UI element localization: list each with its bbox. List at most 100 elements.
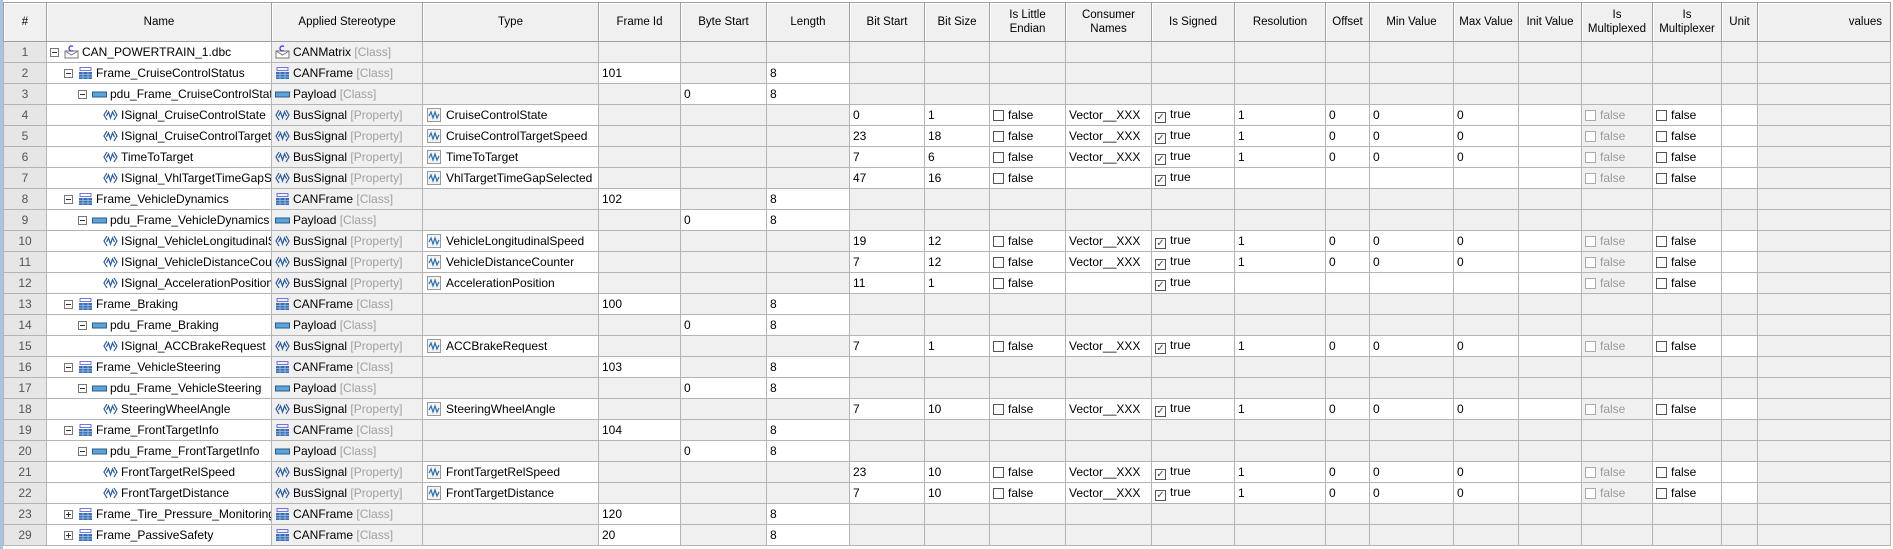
min-cell[interactable]: 0 — [1369, 398, 1454, 420]
multiplexer-cell[interactable]: false — [1652, 398, 1722, 420]
little-endian-cell[interactable]: false — [989, 104, 1066, 126]
max-cell[interactable]: 0 — [1453, 104, 1519, 126]
signed-cell[interactable]: ✓ true — [1151, 167, 1235, 189]
type-cell[interactable]: FrontTargetRelSpeed — [422, 461, 599, 483]
offset-cell[interactable]: 0 — [1325, 398, 1370, 420]
min-cell[interactable]: 0 — [1369, 251, 1454, 273]
bit-size-cell[interactable]: 1 — [924, 335, 990, 357]
frame-id-cell[interactable]: 104 — [598, 419, 681, 441]
name-cell[interactable]: Frame_PassiveSafety — [46, 524, 272, 546]
bit-start-cell[interactable]: 0 — [849, 104, 925, 126]
collapse-icon[interactable] — [64, 425, 73, 435]
init-cell[interactable] — [1518, 461, 1582, 483]
resolution-cell[interactable]: 1 — [1234, 335, 1326, 357]
bit-start-cell[interactable]: 19 — [849, 230, 925, 252]
consumer-cell[interactable]: Vector__XXX — [1065, 398, 1152, 420]
type-cell[interactable]: CruiseControlState — [422, 104, 599, 126]
name-cell[interactable]: FrontTargetDistance — [46, 482, 272, 504]
checkbox[interactable] — [1656, 488, 1667, 499]
consumer-cell[interactable]: Vector__XXX — [1065, 104, 1152, 126]
name-cell[interactable]: ISignal_CruiseControlTargetSpeed — [46, 125, 272, 147]
unit-cell[interactable] — [1721, 104, 1758, 126]
consumer-cell[interactable]: Vector__XXX — [1065, 251, 1152, 273]
init-cell[interactable] — [1518, 251, 1582, 273]
min-cell[interactable]: 0 — [1369, 230, 1454, 252]
table-row[interactable]: 6 TimeToTarget BusSignal [Property] TimeToT… — [3, 146, 1891, 168]
frame-id-cell[interactable]: 103 — [598, 356, 681, 378]
table-row[interactable]: 19 Frame_FrontTargetInfo CANFrame [Class] 1… — [3, 419, 1891, 441]
bit-size-cell[interactable]: 1 — [924, 104, 990, 126]
offset-cell[interactable] — [1325, 167, 1370, 189]
length-cell[interactable]: 8 — [766, 293, 850, 315]
consumer-cell[interactable] — [1065, 167, 1152, 189]
multiplexer-cell[interactable]: false — [1652, 482, 1722, 504]
signed-cell[interactable]: ✓ true — [1151, 335, 1235, 357]
resolution-cell[interactable]: 1 — [1234, 146, 1326, 168]
collapse-icon[interactable] — [78, 215, 87, 225]
max-cell[interactable] — [1453, 167, 1519, 189]
name-cell[interactable]: CAN_POWERTRAIN_1.dbc — [46, 41, 272, 63]
max-cell[interactable]: 0 — [1453, 125, 1519, 147]
collapse-icon[interactable] — [50, 47, 59, 57]
name-cell[interactable]: pdu_Frame_CruiseControlStatus — [46, 83, 272, 105]
table-row[interactable]: 11ISignal_VehicleDistanceCounterBusSigna… — [3, 251, 1891, 273]
table-row[interactable]: 29 Frame_PassiveSafety CANFrame [Class] 20 8 — [3, 524, 1891, 546]
init-cell[interactable] — [1518, 398, 1582, 420]
column-header-byte-start[interactable]: Byte Start — [680, 2, 767, 42]
name-cell[interactable]: pdu_Frame_VehicleSteering — [46, 377, 272, 399]
name-cell[interactable]: ISignal_ACCBrakeRequest — [46, 335, 272, 357]
column-header-values[interactable]: values — [1757, 2, 1891, 42]
type-cell[interactable]: SteeringWheelAngle — [422, 398, 599, 420]
signed-cell[interactable]: ✓ true — [1151, 146, 1235, 168]
collapse-icon[interactable] — [78, 320, 87, 330]
length-cell[interactable]: 8 — [766, 62, 850, 84]
bit-size-cell[interactable]: 12 — [924, 230, 990, 252]
bit-size-cell[interactable]: 10 — [924, 482, 990, 504]
min-cell[interactable]: 0 — [1369, 125, 1454, 147]
min-cell[interactable]: 0 — [1369, 461, 1454, 483]
table-row[interactable]: 10ISignal_VehicleLongitudinalSpeedBusSig… — [3, 230, 1891, 252]
max-cell[interactable]: 0 — [1453, 230, 1519, 252]
consumer-cell[interactable] — [1065, 272, 1152, 294]
table-row[interactable]: 3 pdu_Frame_CruiseControlStatus Payload [C… — [3, 83, 1891, 105]
collapse-icon[interactable] — [64, 68, 73, 78]
byte-start-cell[interactable]: 0 — [680, 83, 767, 105]
init-cell[interactable] — [1518, 146, 1582, 168]
table-row[interactable]: 18 SteeringWheelAngle BusSignal [Property]… — [3, 398, 1891, 420]
consumer-cell[interactable]: Vector__XXX — [1065, 230, 1152, 252]
bit-start-cell[interactable]: 23 — [849, 125, 925, 147]
bit-size-cell[interactable]: 6 — [924, 146, 990, 168]
offset-cell[interactable]: 0 — [1325, 230, 1370, 252]
offset-cell[interactable]: 0 — [1325, 335, 1370, 357]
collapse-icon[interactable] — [64, 299, 73, 309]
bit-start-cell[interactable]: 47 — [849, 167, 925, 189]
length-cell[interactable]: 8 — [766, 524, 850, 546]
table-row[interactable]: 14 pdu_Frame_Braking Payload [Class] 0 8 — [3, 314, 1891, 336]
table-row[interactable]: 23 Frame_Tire_Pressure_Monitoring CANFrame… — [3, 503, 1891, 525]
bit-size-cell[interactable]: 18 — [924, 125, 990, 147]
little-endian-cell[interactable]: false — [989, 230, 1066, 252]
init-cell[interactable] — [1518, 335, 1582, 357]
column-header-init-value[interactable]: Init Value — [1518, 2, 1582, 42]
checkbox-checked[interactable]: ✓ — [1155, 112, 1166, 123]
expand-icon[interactable] — [64, 509, 73, 519]
type-cell[interactable]: CruiseControlTargetSpeed — [422, 125, 599, 147]
max-cell[interactable] — [1453, 272, 1519, 294]
checkbox[interactable] — [1656, 341, 1667, 352]
column-header-is-little-endian[interactable]: Is Little Endian — [989, 2, 1066, 42]
init-cell[interactable] — [1518, 482, 1582, 504]
column-header-applied-stereotype[interactable]: Applied Stereotype — [271, 2, 423, 42]
resolution-cell[interactable]: 1 — [1234, 398, 1326, 420]
signed-cell[interactable]: ✓ true — [1151, 398, 1235, 420]
table-row[interactable]: 20 pdu_Frame_FrontTargetInfo Payload [Clas… — [3, 440, 1891, 462]
table-row[interactable]: 4 ISignal_CruiseControlState BusSignal [Pr… — [3, 104, 1891, 126]
checkbox-checked[interactable]: ✓ — [1155, 280, 1166, 291]
unit-cell[interactable] — [1721, 461, 1758, 483]
type-cell[interactable]: TimeToTarget — [422, 146, 599, 168]
name-cell[interactable]: ISignal_VhlTargetTimeGapSelected — [46, 167, 272, 189]
name-cell[interactable]: pdu_Frame_FrontTargetInfo — [46, 440, 272, 462]
length-cell[interactable]: 8 — [766, 440, 850, 462]
signed-cell[interactable]: ✓ true — [1151, 104, 1235, 126]
frame-id-cell[interactable]: 101 — [598, 62, 681, 84]
table-row[interactable]: 2 Frame_CruiseControlStatus CANFrame [Clas… — [3, 62, 1891, 84]
